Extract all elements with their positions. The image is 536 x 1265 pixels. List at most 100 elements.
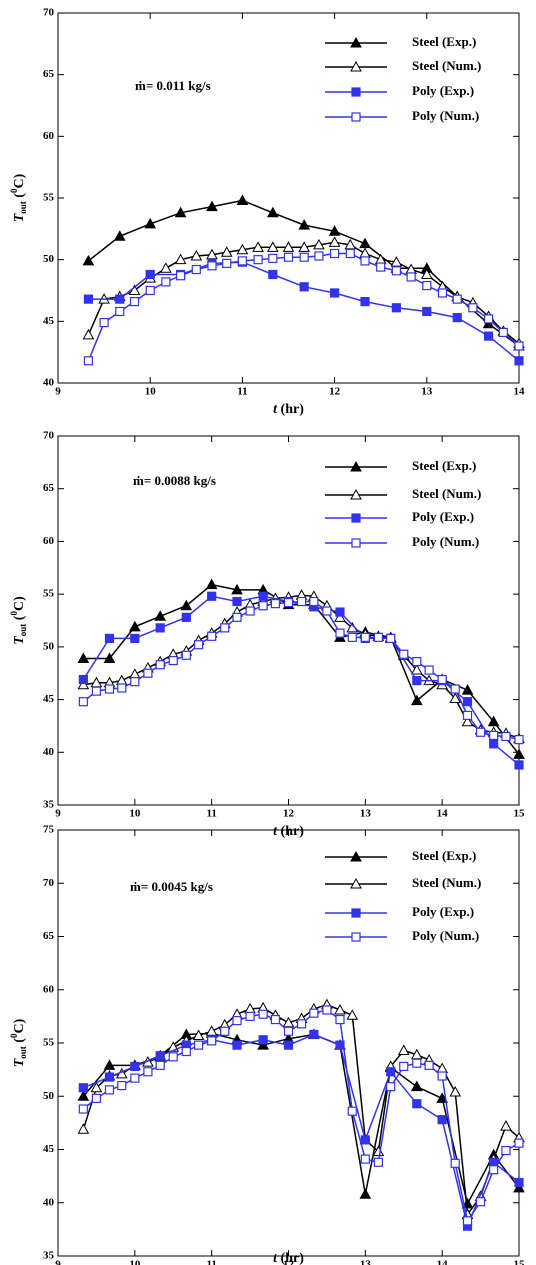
marker	[90, 1081, 103, 1093]
marker	[449, 692, 462, 704]
y-tick-label: 55	[43, 192, 55, 204]
y-tick-label: 65	[43, 930, 55, 942]
y-tick-label: 50	[43, 1090, 55, 1102]
marker	[232, 1040, 242, 1050]
y-tick-label: 70	[43, 7, 55, 19]
marker	[220, 246, 233, 257]
y-tick-label: 65	[43, 482, 55, 494]
marker	[489, 730, 499, 741]
marker	[231, 583, 243, 595]
marker	[322, 1005, 332, 1015]
marker	[82, 254, 95, 266]
marker	[207, 261, 217, 271]
marker	[181, 612, 191, 622]
y-tick-label: 70	[43, 430, 55, 442]
legend-label: Poly (Exp.)	[412, 83, 474, 98]
marker	[245, 1011, 255, 1021]
marker	[391, 266, 401, 276]
x-tick-label: 11	[206, 808, 216, 820]
marker	[351, 538, 361, 548]
marker	[78, 1083, 88, 1093]
legend-label: Poly (Exp.)	[412, 509, 474, 524]
marker	[282, 241, 295, 252]
legend-label: Poly (Exp.)	[412, 904, 474, 919]
x-tick-label: 12	[329, 386, 341, 398]
marker	[437, 674, 447, 685]
x-tick-label: 10	[129, 1259, 141, 1265]
marker	[347, 1106, 357, 1116]
x-tick-label: 13	[360, 808, 372, 820]
marker	[194, 640, 204, 650]
marker	[335, 628, 345, 638]
marker	[144, 217, 157, 229]
marker	[245, 606, 255, 616]
marker	[514, 1177, 524, 1188]
marker	[270, 1014, 281, 1025]
marker	[350, 460, 362, 472]
x-tick-label: 13	[360, 1259, 372, 1265]
panel: 40 45 50 55 60 65 70 9 10 11 12 13 14 t (hr) Tout (0C)…	[9, 7, 525, 418]
y-tick-label: 35	[43, 799, 55, 811]
marker	[359, 247, 371, 258]
marker	[351, 932, 361, 942]
y-tick-label: 45	[43, 315, 55, 327]
marker	[399, 1061, 409, 1072]
marker	[386, 1082, 396, 1092]
marker	[410, 694, 423, 706]
x-axis-label: t (hr)	[273, 402, 304, 417]
marker	[117, 683, 127, 693]
marker	[412, 675, 422, 686]
x-tick-label: 10	[129, 808, 141, 820]
marker	[437, 1115, 447, 1125]
marker	[322, 606, 332, 616]
marker	[220, 1026, 230, 1036]
marker	[283, 597, 294, 608]
x-axis-label: t (hr)	[273, 824, 304, 839]
marker	[266, 241, 279, 252]
marker	[252, 241, 264, 252]
marker	[330, 248, 340, 259]
marker	[283, 252, 294, 262]
marker	[328, 236, 341, 247]
marker	[399, 649, 409, 659]
marker	[437, 288, 448, 298]
y-label-unit: C)	[12, 596, 27, 611]
y-label-sup: 0	[9, 188, 19, 193]
marker	[174, 253, 187, 265]
x-label-unit: (hr)	[277, 1251, 304, 1265]
marker	[268, 253, 278, 264]
legend-label: Steel (Exp.)	[412, 848, 476, 863]
marker	[181, 650, 191, 660]
marker	[475, 1197, 486, 1207]
marker	[422, 306, 432, 317]
marker	[468, 303, 478, 313]
marker	[78, 674, 88, 685]
marker	[232, 612, 242, 622]
marker	[180, 599, 193, 611]
marker	[207, 591, 217, 601]
marker	[483, 314, 494, 324]
marker	[299, 252, 309, 262]
marker	[412, 1099, 422, 1109]
x-tick-label: 14	[437, 1259, 449, 1265]
marker	[335, 1014, 345, 1025]
legend-label: Poly (Num.)	[412, 534, 479, 549]
marker	[498, 327, 508, 338]
marker	[386, 1067, 396, 1077]
marker	[344, 238, 357, 250]
legend-label: Steel (Exp.)	[412, 458, 476, 473]
x-tick-label: 9	[55, 1259, 61, 1265]
marker	[450, 1158, 460, 1168]
marker	[168, 1052, 178, 1062]
marker	[258, 591, 268, 601]
marker	[390, 256, 403, 267]
marker	[412, 1058, 422, 1068]
y-label-sub: out	[18, 201, 28, 214]
marker	[412, 657, 422, 667]
marker	[483, 331, 494, 341]
marker	[397, 1044, 410, 1055]
y-label-var: T	[12, 1057, 27, 1067]
marker	[462, 1216, 473, 1226]
y-label-sub: out	[18, 624, 28, 637]
